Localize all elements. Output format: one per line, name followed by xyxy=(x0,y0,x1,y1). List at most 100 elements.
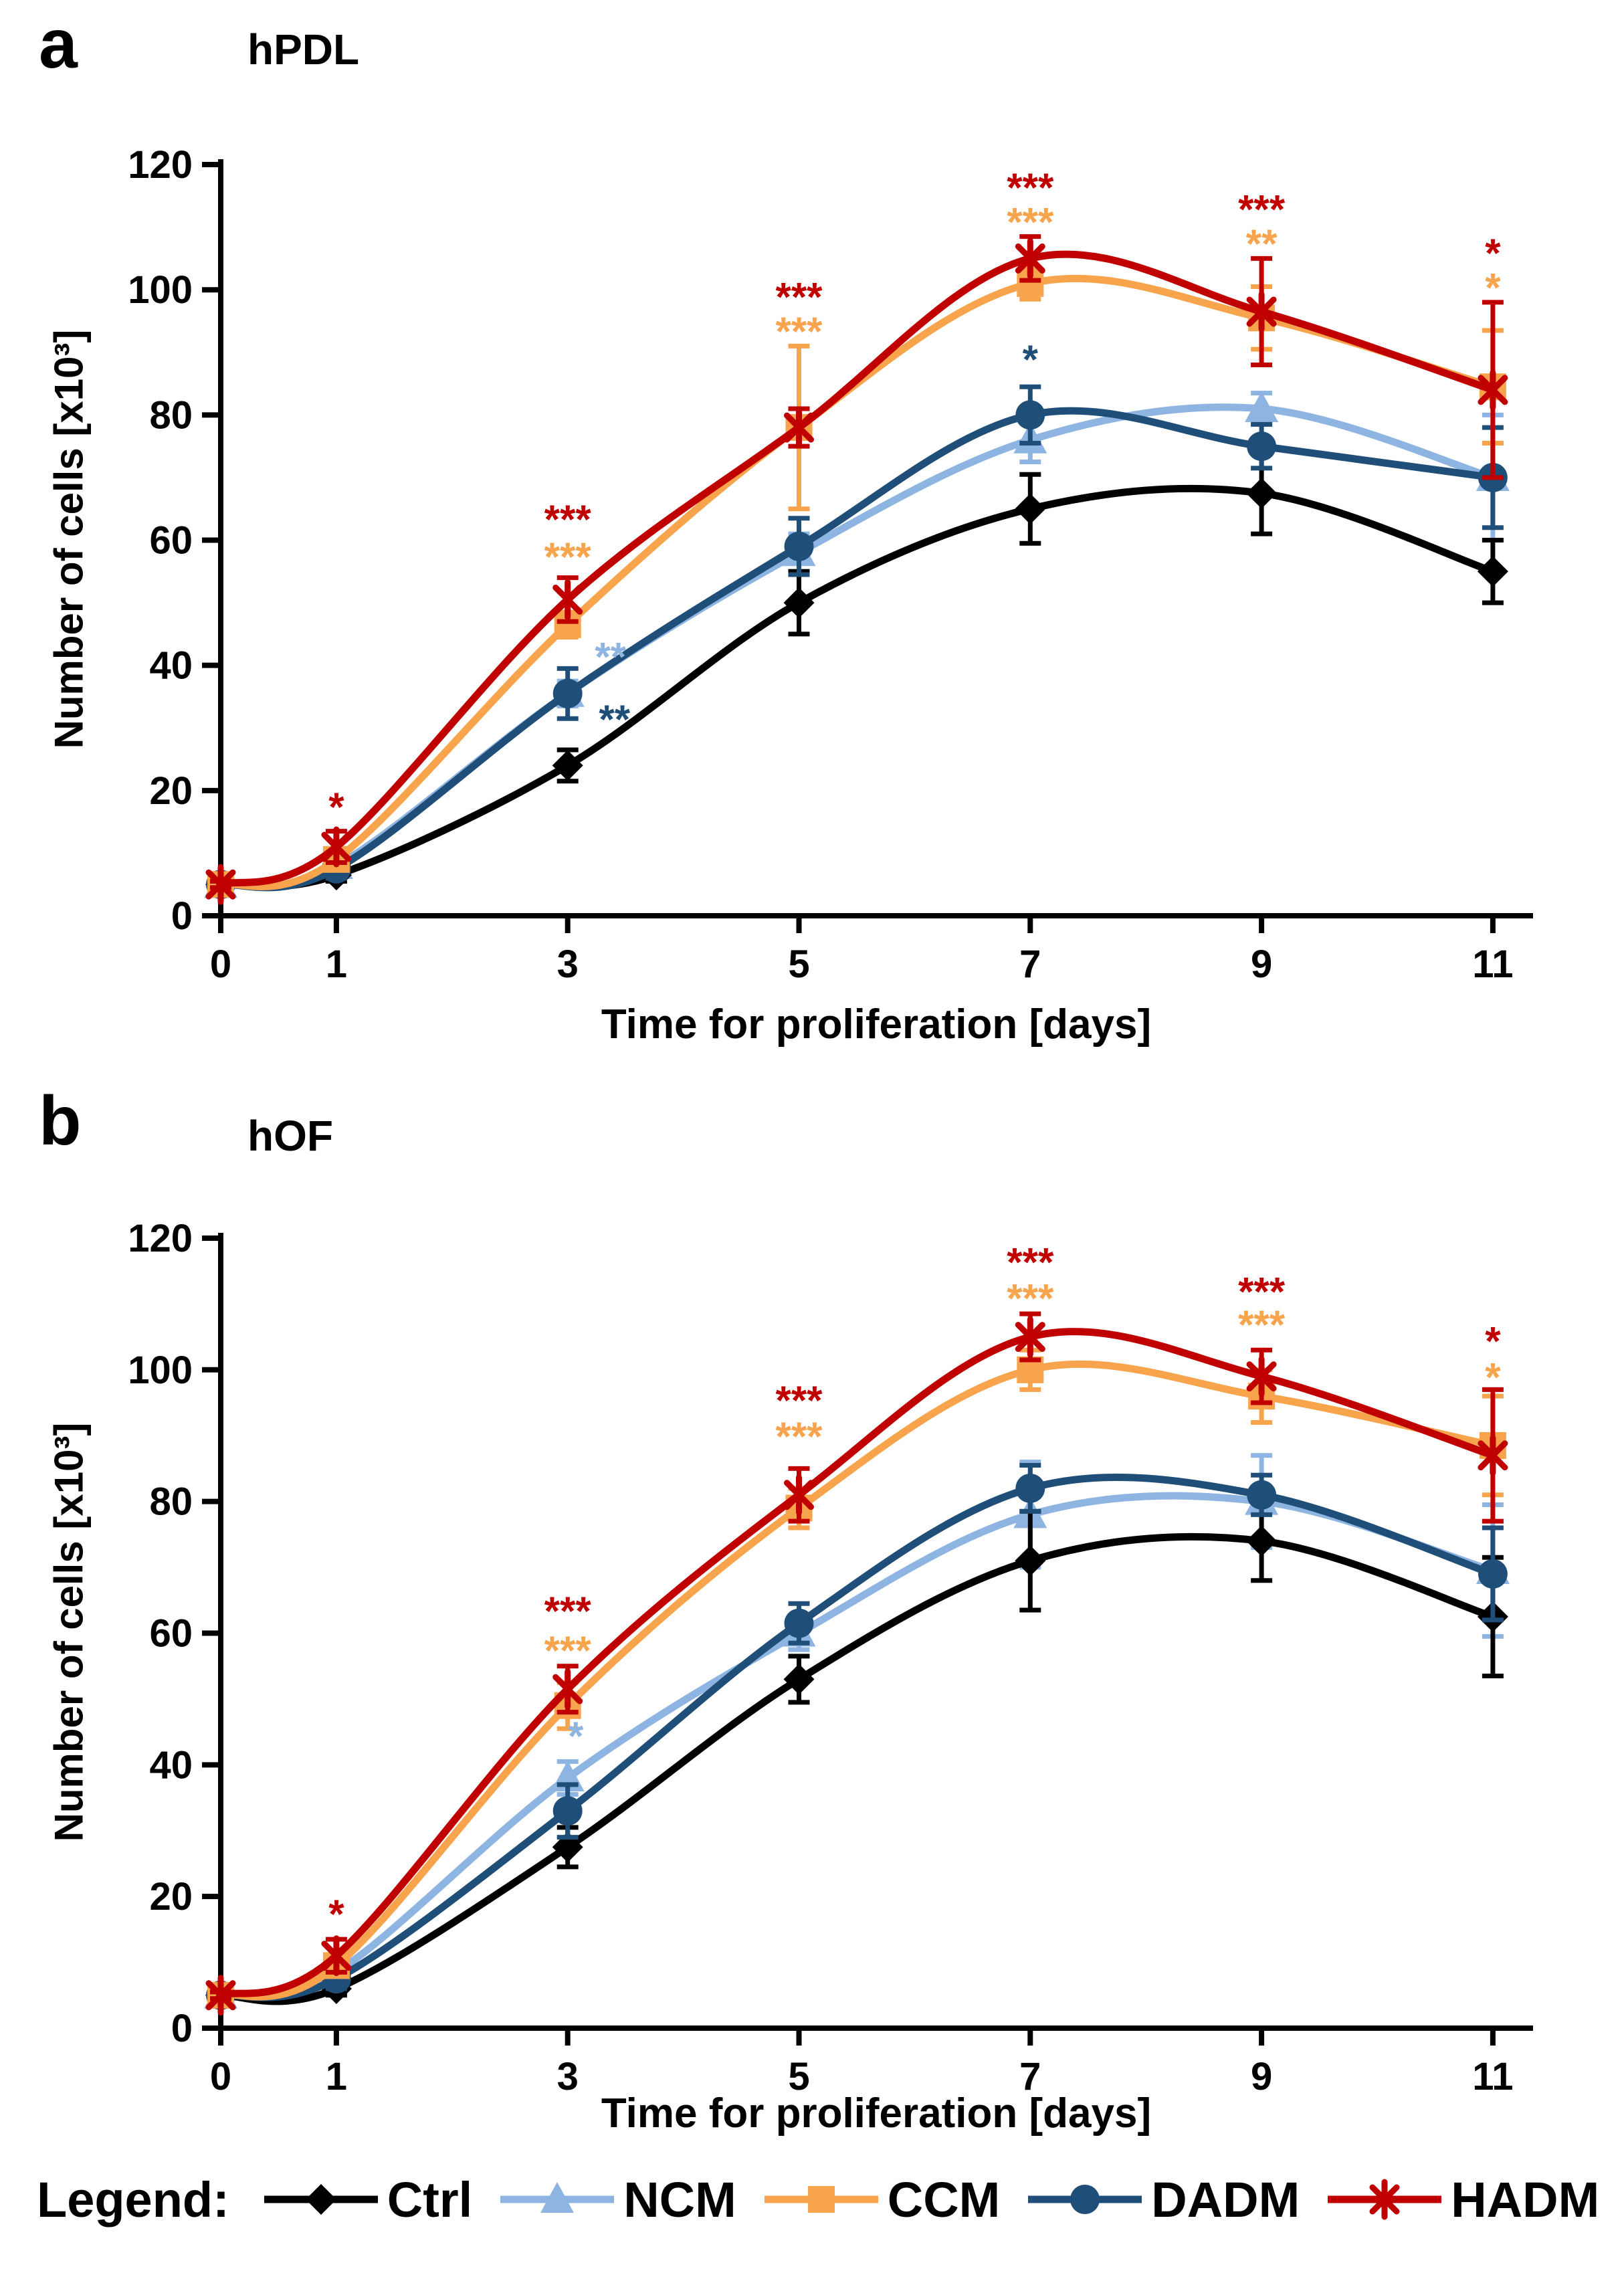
series-line-dadm xyxy=(217,1473,1497,2001)
x-tick-label: 9 xyxy=(1251,2055,1272,2098)
panel-b-y-axis-label: Number of cells [x10³] xyxy=(46,1422,92,1842)
marker-ctrl xyxy=(1015,493,1046,524)
significance-mark-hadm: * xyxy=(1485,1319,1501,1364)
significance-mark-ccm: * xyxy=(1485,1355,1501,1400)
marker-hadm xyxy=(1246,1356,1277,1397)
series-ncm xyxy=(204,1453,1510,2009)
marker-hadm xyxy=(552,579,583,620)
y-tick-label: 20 xyxy=(149,769,193,813)
significance-mark-hadm: *** xyxy=(1238,187,1286,232)
panel-a-y-axis-label: Number of cells [x10³] xyxy=(46,329,92,749)
axes-a xyxy=(202,159,1533,933)
y-tick-label: 80 xyxy=(149,1480,193,1524)
y-tick-label: 60 xyxy=(149,519,193,563)
y-tick-label: 40 xyxy=(149,644,193,688)
legend-items: Ctrl NCM CCM DADM HADM xyxy=(236,2169,1599,2230)
marker-ncm xyxy=(1245,391,1279,423)
x-tick-label: 0 xyxy=(210,943,231,986)
marker-dadm xyxy=(1015,400,1045,430)
marker-hadm xyxy=(205,1975,236,2016)
marker-dadm xyxy=(784,1608,814,1638)
series-line-ccm xyxy=(217,1360,1497,2001)
x-tick-label: 5 xyxy=(788,2055,809,2098)
series-hadm xyxy=(205,234,1508,905)
x-tick-label: 1 xyxy=(326,2055,347,2098)
marker-ctrl xyxy=(1246,1525,1278,1557)
y-tick-label: 60 xyxy=(149,1611,193,1655)
marker-ctrl xyxy=(783,1664,815,1695)
marker-dadm xyxy=(552,678,583,708)
series-hadm xyxy=(205,1311,1508,2016)
significance-mark-hadm: *** xyxy=(544,1589,592,1634)
significance-mark-hadm: *** xyxy=(1007,165,1054,210)
legend-item-label: Ctrl xyxy=(387,2171,473,2228)
legend-item-ccm: CCM xyxy=(764,2169,1000,2230)
panel-a-letter: a xyxy=(39,5,78,83)
x-tick-label: 11 xyxy=(1472,943,1513,986)
marker-hadm xyxy=(1015,1316,1045,1358)
x-tick-label: 9 xyxy=(1251,943,1272,986)
marker-dadm xyxy=(1247,431,1277,462)
legend-marker-ctrl xyxy=(305,2184,336,2215)
y-tick-label: 80 xyxy=(149,393,193,437)
significance-mark-hadm: * xyxy=(328,785,344,829)
significance-mark-hadm: *** xyxy=(775,275,823,320)
circle-icon xyxy=(1028,2185,1142,2214)
significance-mark-ccm: *** xyxy=(544,1628,592,1673)
significance-mark-hadm: *** xyxy=(1007,1240,1054,1284)
x-tick-label: 0 xyxy=(210,2055,231,2098)
marker-hadm xyxy=(1246,291,1277,332)
panel-b-title: hOF xyxy=(247,1112,333,1160)
y-tick-label: 120 xyxy=(128,1217,193,1260)
marker-dadm xyxy=(1478,1559,1508,1589)
legend-item-dadm: DADM xyxy=(1028,2169,1300,2230)
series-line-hadm xyxy=(217,1328,1497,1999)
series-line-ctrl xyxy=(217,484,1497,890)
significance-mark-dadm: ** xyxy=(599,697,630,742)
significance-mark-hadm: *** xyxy=(544,497,592,542)
axes-b xyxy=(202,1233,1533,2046)
marker-hadm xyxy=(1478,1435,1508,1476)
x-tick-label: 1 xyxy=(326,943,347,986)
x-tick-label: 3 xyxy=(557,943,579,986)
x-tick-label: 5 xyxy=(788,943,809,986)
y-tick-label: 120 xyxy=(128,143,193,187)
legend-marker-ccm xyxy=(807,2186,835,2213)
legend-item-ncm: NCM xyxy=(500,2169,736,2230)
panel-a-x-axis-label: Time for proliferation [days] xyxy=(601,1001,1152,1048)
legend-marker-hadm xyxy=(1369,2179,1400,2220)
marker-ctrl xyxy=(1015,1545,1046,1577)
marker-dadm xyxy=(1015,1473,1045,1503)
significance-mark-ccm: *** xyxy=(775,309,823,354)
y-tick-label: 0 xyxy=(171,2007,193,2050)
y-tick-label: 100 xyxy=(128,268,193,312)
marker-dadm xyxy=(1247,1480,1277,1510)
series-dadm xyxy=(206,384,1508,900)
tick-labels-b: 0 20 40 60 80 100 120 0 1 3 5 7 9 11 xyxy=(128,1217,1513,2098)
legend-item-label: DADM xyxy=(1151,2171,1300,2228)
marker-hadm xyxy=(1015,237,1045,279)
significance-a: ***************************** ** xyxy=(328,165,1501,829)
series-line-ncm xyxy=(217,1492,1497,2000)
x-tick-label: 3 xyxy=(557,2055,579,2098)
asterisk-icon xyxy=(1328,2179,1442,2220)
legend-marker-ncm xyxy=(540,2182,575,2213)
significance-mark-ccm: *** xyxy=(1238,1302,1286,1347)
significance-mark-hadm: *** xyxy=(775,1378,823,1423)
significance-mark-ccm: *** xyxy=(1007,199,1054,244)
significance-mark-ncm: ** xyxy=(595,635,626,680)
y-tick-label: 100 xyxy=(128,1349,193,1392)
series-line-ccm xyxy=(217,274,1497,890)
square-icon xyxy=(764,2186,878,2213)
marker-ctrl xyxy=(1246,478,1278,509)
marker-dadm xyxy=(784,531,814,561)
marker-ctrl xyxy=(552,750,583,781)
legend-marker-dadm xyxy=(1070,2185,1100,2214)
legend-title: Legend: xyxy=(37,2171,229,2228)
y-tick-label: 0 xyxy=(171,894,193,938)
marker-hadm xyxy=(321,826,352,868)
triangle-icon xyxy=(500,2182,615,2213)
x-tick-label: 7 xyxy=(1019,943,1041,986)
